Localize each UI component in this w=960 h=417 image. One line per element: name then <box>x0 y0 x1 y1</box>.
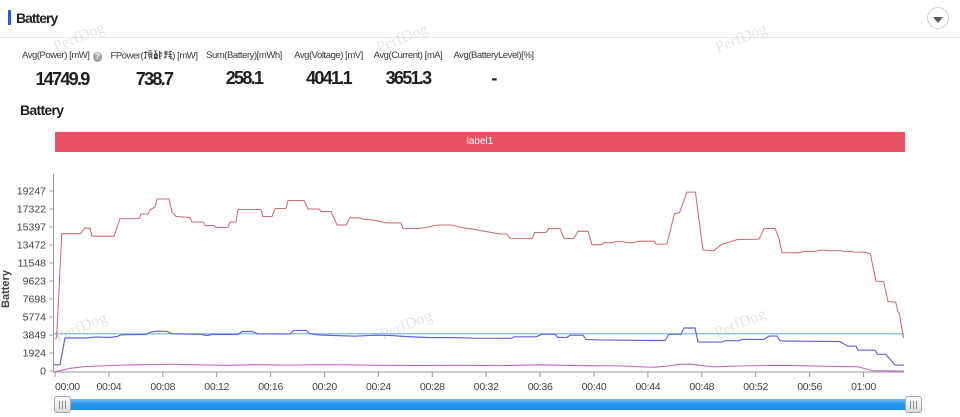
svg-text:00:40: 00:40 <box>582 381 607 393</box>
svg-text:15397: 15397 <box>17 222 46 234</box>
svg-text:00:04: 00:04 <box>97 381 122 393</box>
svg-text:Battery: Battery <box>0 269 12 308</box>
svg-text:PerfDog: PerfDog <box>712 305 769 341</box>
svg-text:00:08: 00:08 <box>150 381 175 393</box>
svg-text:00:52: 00:52 <box>743 381 768 393</box>
svg-text:00:36: 00:36 <box>528 381 553 393</box>
svg-text:00:20: 00:20 <box>312 381 337 393</box>
svg-text:0: 0 <box>40 366 46 378</box>
svg-text:00:32: 00:32 <box>474 381 499 393</box>
svg-text:13472: 13472 <box>17 240 46 252</box>
svg-text:00:24: 00:24 <box>366 381 391 393</box>
svg-text:9623: 9623 <box>23 276 47 288</box>
svg-text:00:28: 00:28 <box>420 381 445 393</box>
svg-text:00:16: 00:16 <box>258 381 283 393</box>
svg-text:5774: 5774 <box>23 312 47 324</box>
svg-text:3849: 3849 <box>23 330 47 342</box>
svg-text:PerfDog: PerfDog <box>378 307 435 343</box>
svg-text:00:48: 00:48 <box>689 381 714 393</box>
svg-text:17322: 17322 <box>17 204 46 216</box>
svg-text:PerfDog: PerfDog <box>713 20 770 56</box>
svg-text:7698: 7698 <box>23 294 47 306</box>
svg-text:11548: 11548 <box>18 258 47 270</box>
svg-text:00:56: 00:56 <box>797 381 822 393</box>
svg-text:01:00: 01:00 <box>851 381 876 393</box>
svg-text:1924: 1924 <box>23 348 47 360</box>
svg-text:19247: 19247 <box>17 186 46 198</box>
svg-text:PerfDog: PerfDog <box>53 309 110 345</box>
svg-text:PerfDog: PerfDog <box>51 19 108 55</box>
svg-text:PerfDog: PerfDog <box>374 20 431 56</box>
svg-text:00:44: 00:44 <box>636 381 661 393</box>
svg-text:00:12: 00:12 <box>204 381 229 393</box>
svg-text:00:00: 00:00 <box>55 381 80 393</box>
